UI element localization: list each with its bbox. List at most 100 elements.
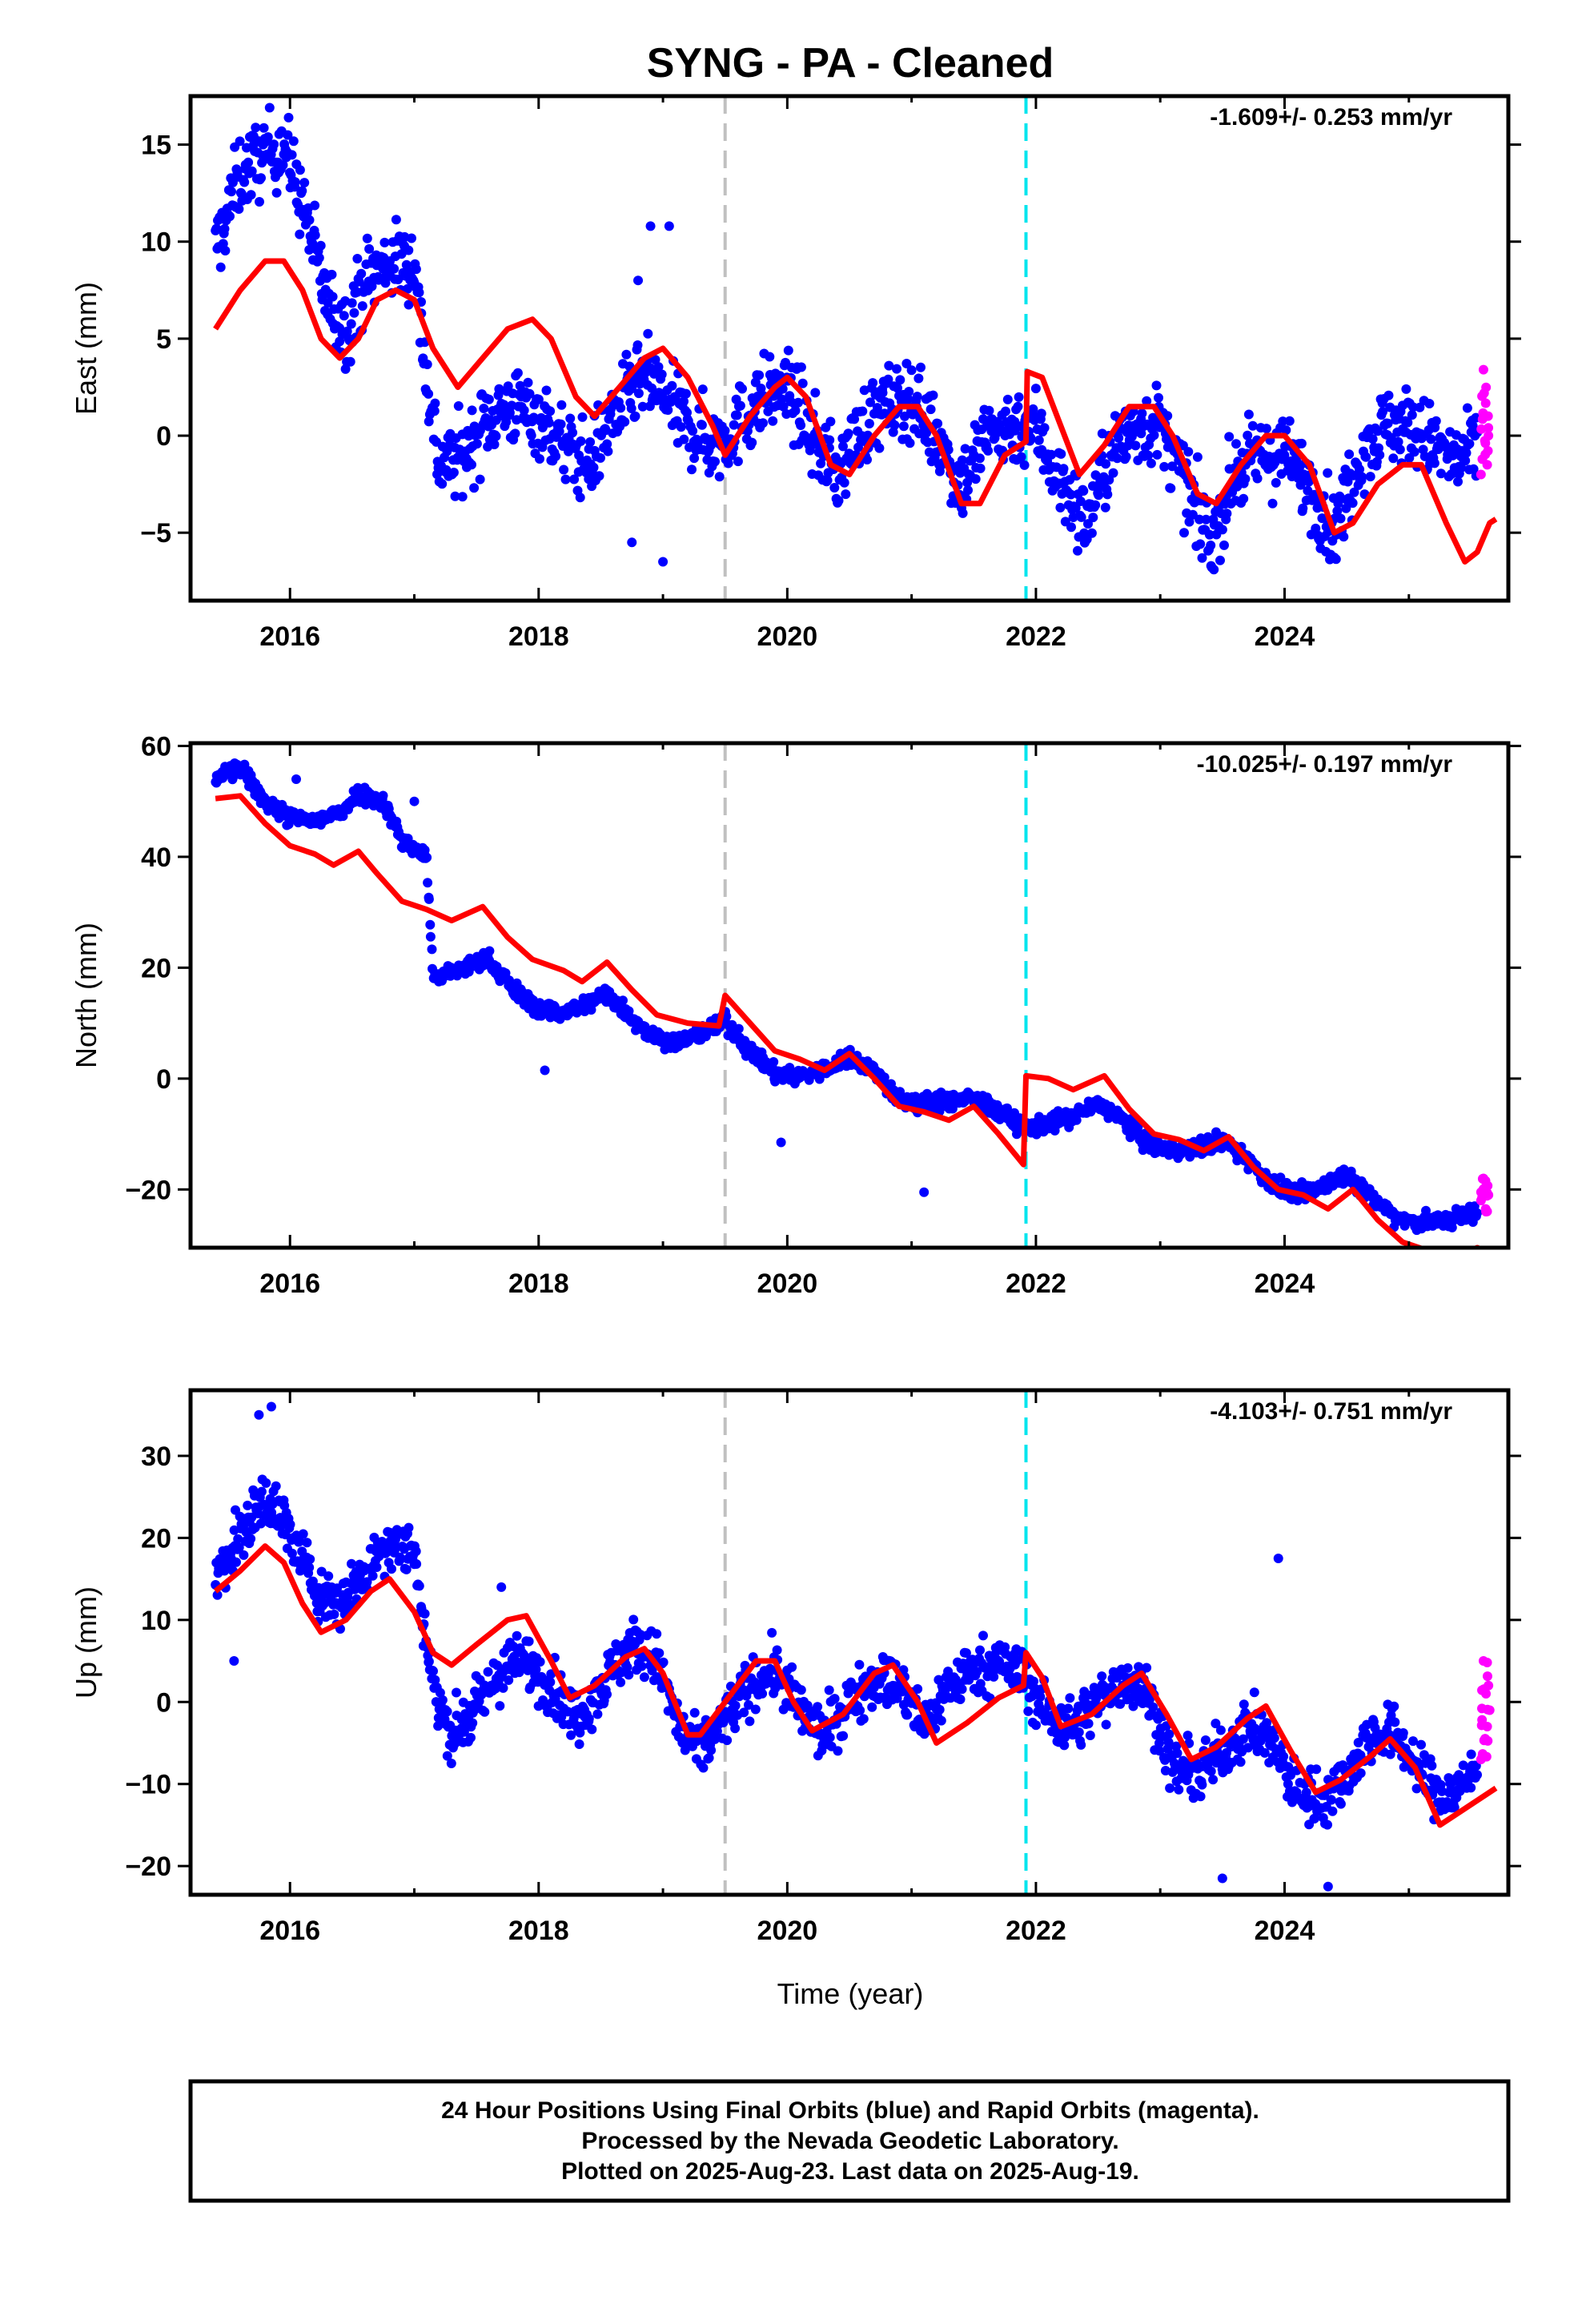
up-plot-area [191,1390,1508,1895]
up-x-tick-label: 2024 [1255,1916,1315,1946]
east-final-point [1039,423,1050,433]
east-final-point [271,187,282,198]
up-final-point [744,1700,753,1710]
east-plot-content [211,96,1498,601]
east-final-point [833,496,844,506]
up-final-point [654,1648,665,1659]
east-outlier-point [645,221,656,231]
up-final-point [1211,1719,1221,1729]
east-final-point [723,458,733,468]
east-final-point [1179,528,1189,538]
east-final-point [1403,417,1413,428]
east-final-point [777,384,788,394]
up-final-point [943,1667,954,1677]
up-final-point [1472,1770,1482,1780]
east-final-point [457,492,468,502]
up-final-point [1083,1719,1094,1729]
east-final-point [687,464,697,475]
east-rapid-point [1477,391,1488,401]
up-final-point [446,1759,456,1768]
east-final-point [1100,502,1110,513]
up-final-point [1239,1699,1249,1710]
east-final-point [577,412,588,422]
up-final-point [1023,1706,1034,1716]
east-final-point [1001,406,1010,416]
east-final-point [1209,565,1219,575]
east-final-point [883,374,893,384]
east-rapid-point [1480,398,1491,408]
east-final-point [1201,514,1211,525]
east-x-tick-label: 2024 [1255,621,1315,652]
north-model-curve [215,793,1484,1248]
east-final-point [512,368,523,378]
east-final-point [1372,426,1383,436]
east-rapid-point [1477,414,1488,424]
up-final-point [442,1751,452,1761]
east-final-point [732,410,742,420]
east-final-point [314,253,324,263]
east-final-point [524,388,535,399]
north-x-tick-label: 2022 [1006,1269,1066,1299]
up-final-point [442,1707,452,1717]
east-final-point [663,405,673,415]
up-final-point [495,1701,505,1711]
up-final-point [957,1684,967,1695]
north-final-point [1421,1205,1431,1216]
east-final-point [1247,420,1258,431]
east-final-point [904,387,914,396]
up-final-point [574,1739,584,1749]
east-final-point [864,419,874,428]
east-final-point [243,157,254,167]
east-final-point [1088,513,1098,523]
east-rate-label: -1.609+/- 0.253 mm/yr [1210,104,1452,131]
up-final-point [1235,1757,1246,1767]
east-final-point [430,398,440,408]
east-final-point [1102,489,1113,500]
up-final-point [587,1724,597,1735]
up-x-tick-label: 2016 [259,1916,320,1946]
east-final-point [735,400,745,411]
up-final-point [1389,1701,1399,1711]
up-final-point [730,1723,741,1734]
east-final-point [928,390,938,400]
east-final-point [765,352,775,362]
east-final-point [219,223,230,234]
up-final-point [524,1636,534,1647]
up-final-point [350,1584,360,1594]
east-final-point [239,177,250,187]
up-final-point [231,1557,241,1567]
east-final-point [1121,452,1131,462]
east-final-point [1206,541,1216,550]
up-final-point [362,1577,372,1587]
north-y-axis-label: North (mm) [70,923,102,1068]
up-final-point [1208,1775,1219,1785]
up-final-point [622,1662,632,1672]
up-final-point [1172,1748,1182,1759]
up-final-point [367,1570,378,1581]
east-final-point [868,378,878,388]
up-final-point [323,1571,334,1582]
east-final-point [1355,464,1365,475]
east-y-tick-label: 0 [156,421,171,452]
east-x-tick-label: 2020 [757,621,818,652]
up-outlier-point [1217,1873,1227,1884]
east-final-point [1055,502,1066,513]
east-final-point [650,355,661,365]
north-final-point [422,852,432,862]
up-final-point [658,1657,669,1667]
east-outlier-point [658,557,669,567]
up-final-point [1200,1735,1211,1745]
up-final-point [295,1536,305,1546]
east-final-point [630,411,640,421]
up-final-point [1097,1671,1107,1682]
up-final-point [584,1714,594,1724]
east-final-point [1014,392,1024,402]
up-rapid-point [1482,1657,1492,1667]
up-final-point [1142,1663,1152,1673]
up-final-point [1323,1819,1332,1830]
east-final-point [822,475,833,485]
east-final-point [510,428,520,439]
up-y-tick-label: −20 [125,1852,171,1882]
